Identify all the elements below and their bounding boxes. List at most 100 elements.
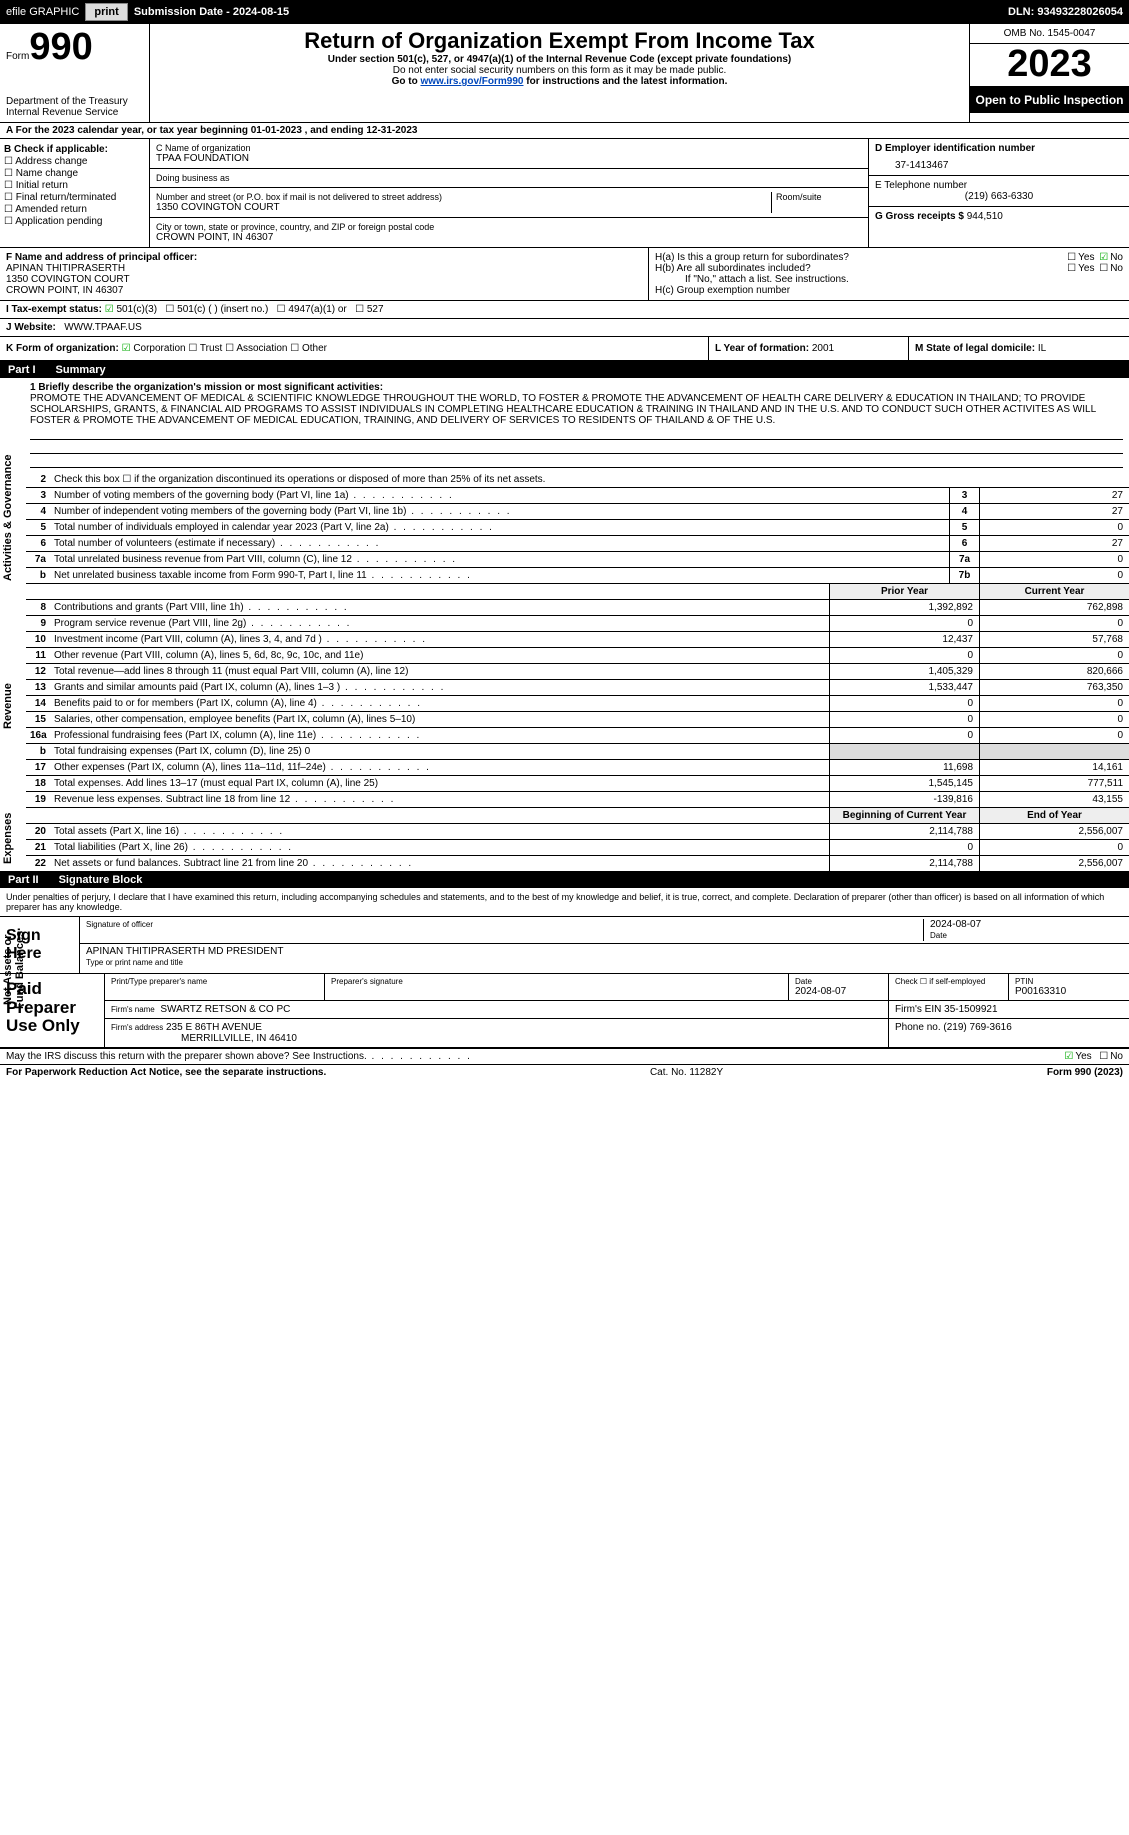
vtab-activities-governance: Activities & Governance — [0, 378, 16, 658]
line-7b: bNet unrelated business taxable income f… — [26, 568, 1129, 584]
tel-label: E Telephone number — [875, 180, 1123, 191]
sign-here-block: Sign Here Signature of officer 2024-08-0… — [0, 917, 1129, 974]
f-addr2: CROWN POINT, IN 46307 — [6, 285, 642, 296]
subtitle-1: Under section 501(c), 527, or 4947(a)(1)… — [156, 54, 963, 65]
line-18: 18Total expenses. Add lines 13–17 (must … — [26, 776, 1129, 792]
mission-line2 — [30, 442, 1123, 454]
chk-527[interactable]: 527 — [355, 304, 383, 315]
signature-declaration: Under penalties of perjury, I declare th… — [0, 888, 1129, 917]
chk-other[interactable]: Other — [290, 343, 327, 354]
val-11c: 0 — [979, 648, 1129, 663]
line-9: 9Program service revenue (Part VIII, lin… — [26, 616, 1129, 632]
end-year-hdr: End of Year — [979, 808, 1129, 823]
form-header: Form990 Department of the Treasury Inter… — [0, 24, 1129, 123]
hb-label: H(b) Are all subordinates included? — [655, 263, 811, 274]
form-number: 990 — [29, 26, 92, 68]
val-6: 27 — [979, 536, 1129, 551]
f-name: APINAN THITIPRASERTH — [6, 263, 642, 274]
hb-yes-box[interactable] — [1065, 263, 1078, 274]
val-10p: 12,437 — [829, 632, 979, 647]
form-label: Form — [6, 51, 29, 62]
self-employed-label: Check ☐ if self-employed — [895, 977, 1002, 986]
ha-yes-box[interactable] — [1065, 252, 1078, 263]
val-9c: 0 — [979, 616, 1129, 631]
section-bcd: B Check if applicable: Address change Na… — [0, 139, 1129, 248]
gross-label: G Gross receipts $ — [875, 211, 964, 222]
org-name-label: C Name of organization — [156, 143, 862, 153]
ha-no-box[interactable] — [1097, 252, 1110, 263]
l-value: 2001 — [812, 343, 834, 354]
val-14p: 0 — [829, 696, 979, 711]
city-label: City or town, state or province, country… — [156, 222, 862, 232]
discuss-row: May the IRS discuss this return with the… — [0, 1049, 1129, 1065]
header-mid: Return of Organization Exempt From Incom… — [150, 24, 969, 122]
chk-amended-return[interactable]: Amended return — [4, 204, 145, 215]
val-7a: 0 — [979, 552, 1129, 567]
chk-trust[interactable]: Trust — [188, 343, 222, 354]
l-label: L Year of formation: — [715, 343, 809, 354]
dln-label: DLN: 93493228026054 — [1008, 6, 1123, 18]
chk-association[interactable]: Association — [225, 343, 287, 354]
chk-application-pending[interactable]: Application pending — [4, 216, 145, 227]
print-type-label: Print/Type preparer's name — [111, 977, 318, 986]
i-label: I Tax-exempt status: — [6, 304, 102, 315]
omb-number: OMB No. 1545-0047 — [970, 24, 1129, 44]
val-12p: 1,405,329 — [829, 664, 979, 679]
val-7b: 0 — [979, 568, 1129, 583]
hb-no-box[interactable] — [1097, 263, 1110, 274]
chk-final-return[interactable]: Final return/terminated — [4, 192, 145, 203]
part1-header: Part I Summary — [0, 362, 1129, 378]
val-13p: 1,533,447 — [829, 680, 979, 695]
irs-link[interactable]: www.irs.gov/Form990 — [420, 76, 523, 87]
part2-title: Signature Block — [59, 874, 143, 886]
row-j: J Website: WWW.TPAAF.US — [0, 319, 1129, 337]
discuss-label: May the IRS discuss this return with the… — [6, 1051, 472, 1062]
form-title: Return of Organization Exempt From Incom… — [156, 28, 963, 54]
chk-address-change[interactable]: Address change — [4, 156, 145, 167]
line-20: 20Total assets (Part X, line 16)2,114,78… — [26, 824, 1129, 840]
line-1-mission: 1 Briefly describe the organization's mi… — [0, 378, 1129, 472]
val-22c: 2,556,007 — [979, 856, 1129, 871]
print-button[interactable]: print — [85, 3, 127, 21]
efile-label: efile GRAPHIC — [6, 6, 79, 18]
firm-addr2: MERRILLVILLE, IN 46410 — [111, 1033, 297, 1044]
city-value: CROWN POINT, IN 46307 — [156, 232, 862, 243]
tel-value: (219) 663-6330 — [875, 191, 1123, 202]
paid-preparer-block: Paid Preparer Use Only Print/Type prepar… — [0, 974, 1129, 1049]
prep-date-label: Date — [795, 977, 882, 986]
org-name: TPAA FOUNDATION — [156, 153, 862, 164]
chk-501c[interactable]: 501(c) ( ) (insert no.) — [165, 304, 268, 315]
val-22p: 2,114,788 — [829, 856, 979, 871]
sig-of-officer-label: Signature of officer — [86, 920, 153, 929]
addr-value: 1350 COVINGTON COURT — [156, 202, 767, 213]
hc-row: H(c) Group exemption number — [655, 285, 1123, 296]
val-3: 27 — [979, 488, 1129, 503]
ptin-label: PTIN — [1015, 977, 1123, 986]
val-17c: 14,161 — [979, 760, 1129, 775]
val-17p: 11,698 — [829, 760, 979, 775]
vtab-net-assets: Net Assets or Fund Balances — [0, 922, 28, 1018]
chk-name-change[interactable]: Name change — [4, 168, 145, 179]
header-left: Form990 Department of the Treasury Inter… — [0, 24, 150, 122]
discuss-yes-box[interactable] — [1062, 1051, 1075, 1062]
dept-treasury: Department of the Treasury — [6, 96, 143, 107]
line-5: 5Total number of individuals employed in… — [26, 520, 1129, 536]
chk-4947[interactable]: 4947(a)(1) or — [277, 304, 347, 315]
line-10: 10Investment income (Part VIII, column (… — [26, 632, 1129, 648]
discuss-no-box[interactable] — [1097, 1051, 1110, 1062]
vtab-revenue: Revenue — [0, 658, 16, 754]
val-19p: -139,816 — [829, 792, 979, 807]
goto-pre: Go to — [392, 76, 421, 87]
part2-header: Part II Signature Block — [0, 872, 1129, 888]
line-6: 6Total number of volunteers (estimate if… — [26, 536, 1129, 552]
chk-initial-return[interactable]: Initial return — [4, 180, 145, 191]
firm-addr1: 235 E 86TH AVENUE — [166, 1022, 262, 1033]
val-15c: 0 — [979, 712, 1129, 727]
gross-value: 944,510 — [967, 211, 1003, 222]
val-11p: 0 — [829, 648, 979, 663]
val-16ap: 0 — [829, 728, 979, 743]
year-header-2: Beginning of Current YearEnd of Year — [26, 808, 1129, 824]
bottom-row: For Paperwork Reduction Act Notice, see … — [0, 1065, 1129, 1080]
chk-501c3[interactable]: 501(c)(3) — [105, 304, 157, 315]
chk-corporation[interactable]: Corporation — [122, 343, 186, 354]
